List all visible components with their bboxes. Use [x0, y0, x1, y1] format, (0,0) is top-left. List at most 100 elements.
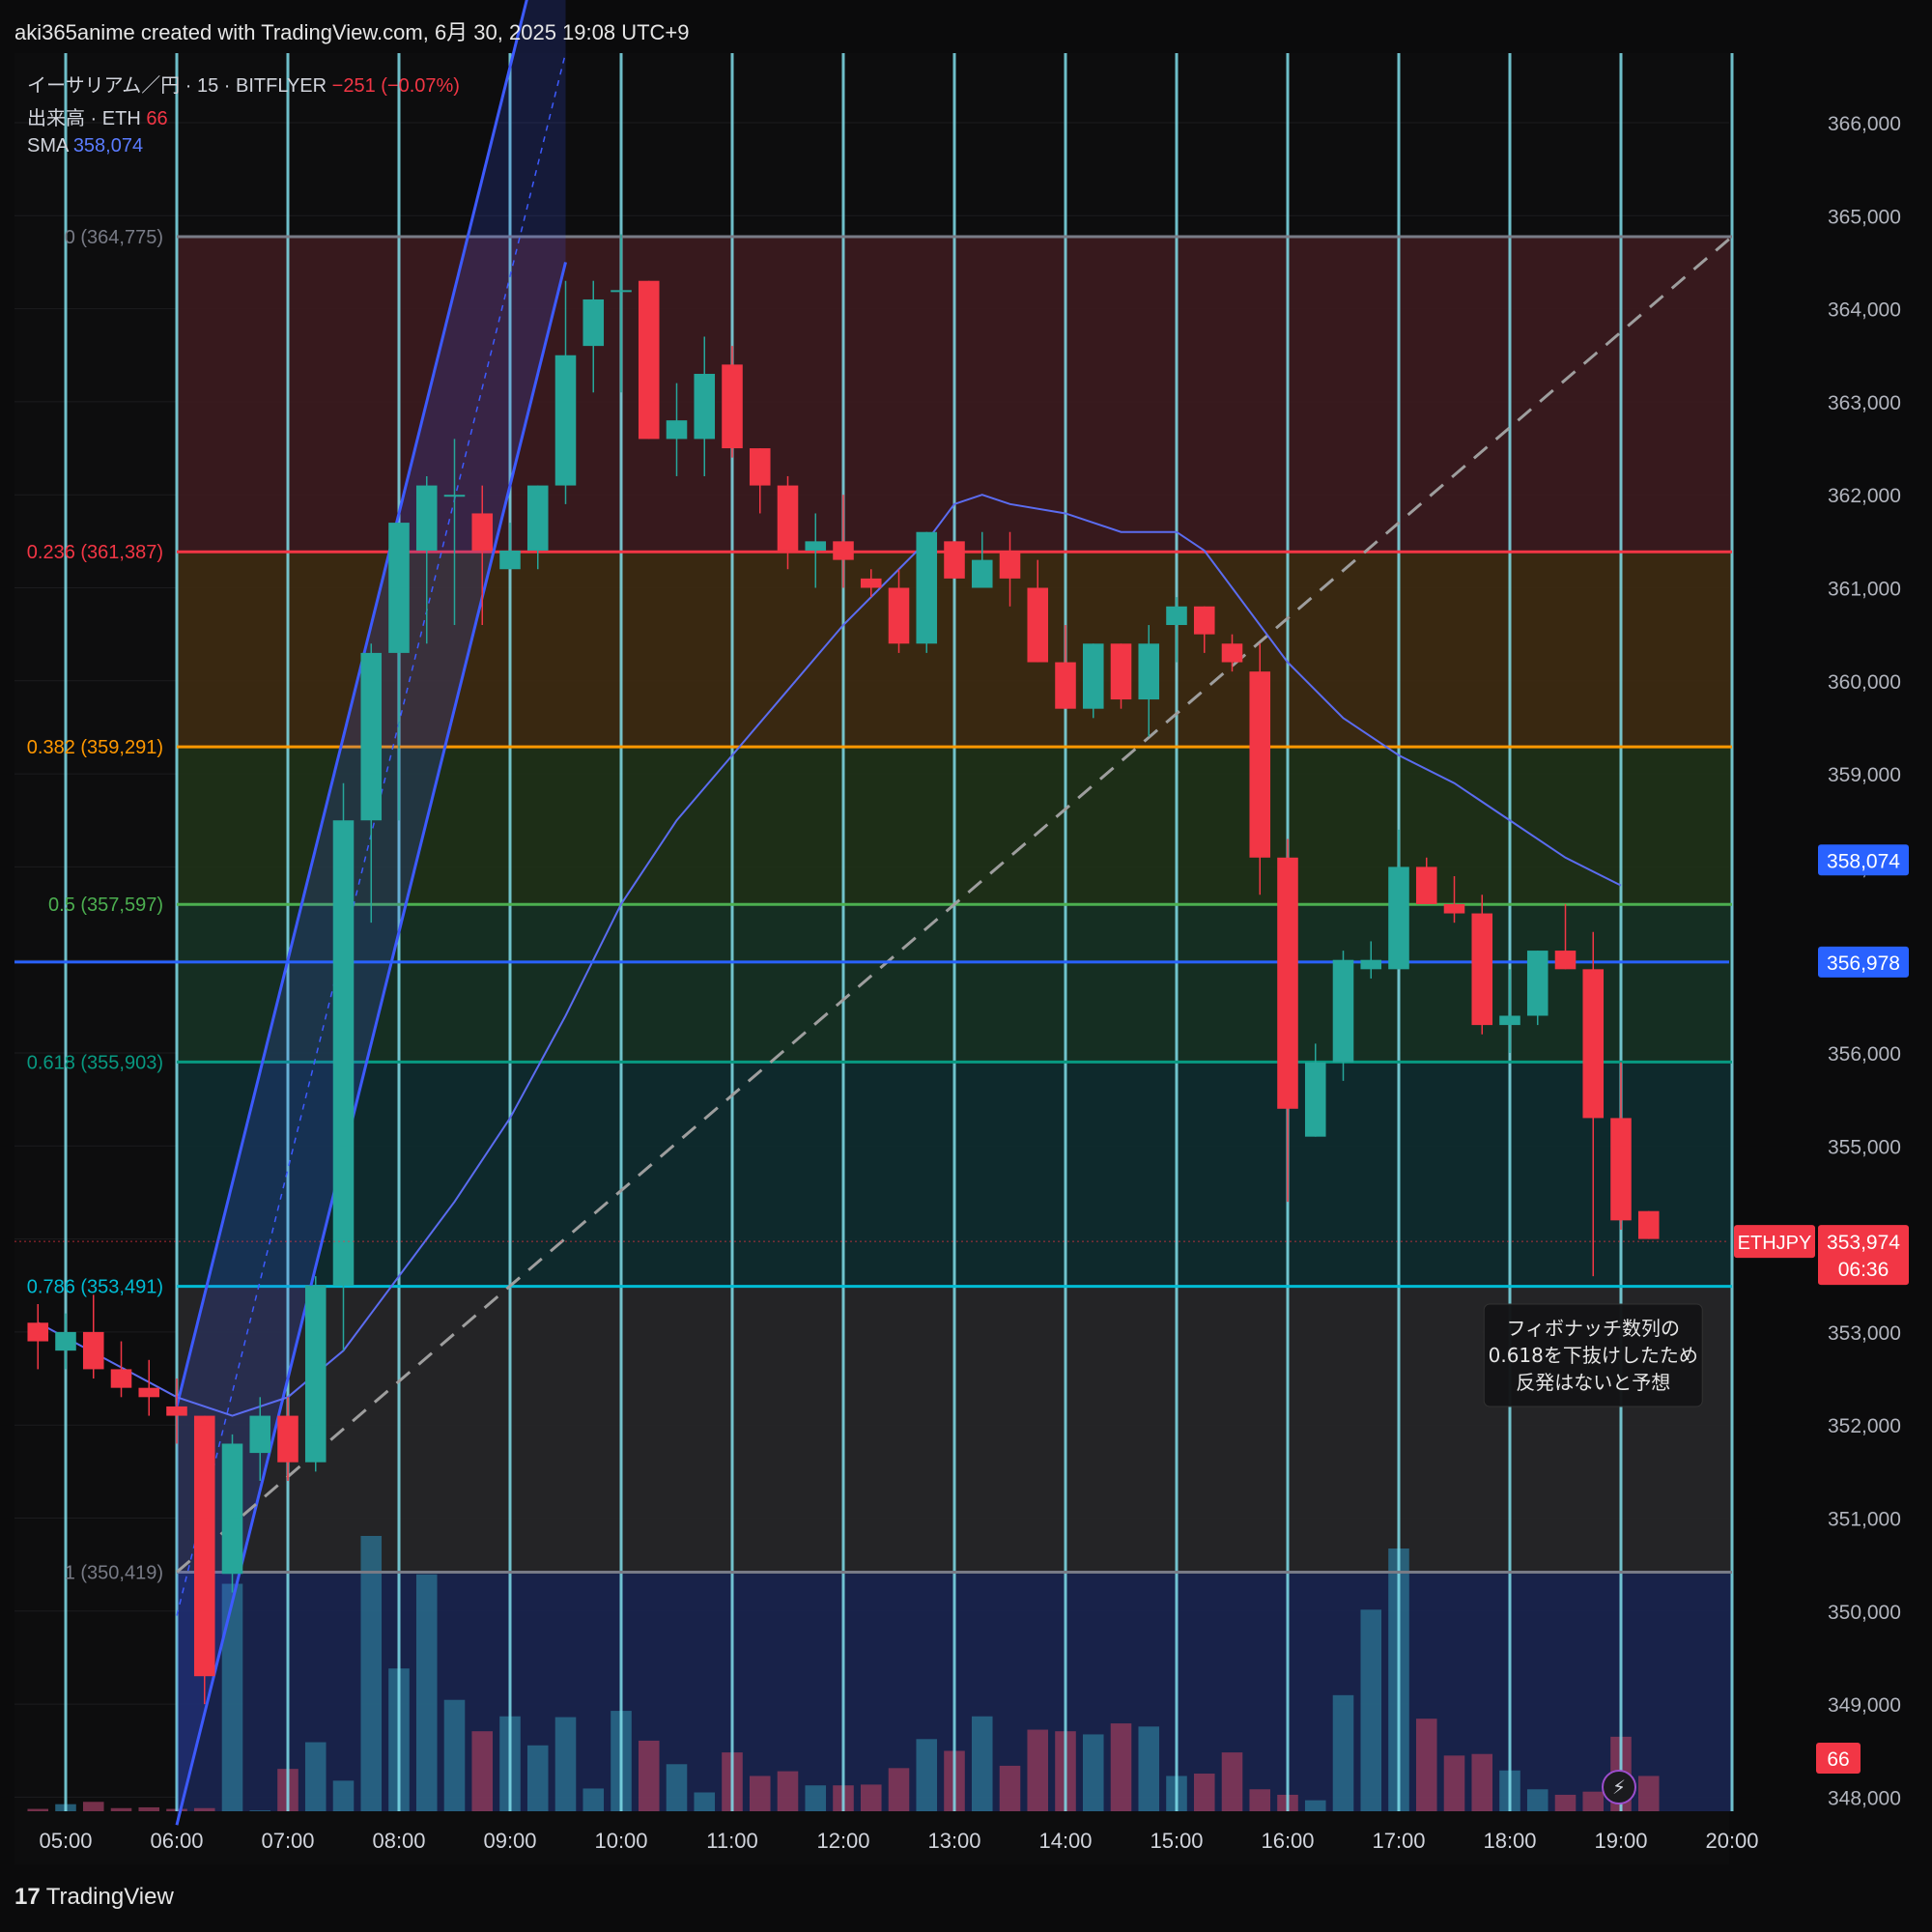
- candle-body: [1138, 643, 1160, 700]
- fib-label-0.618: 0.618 (355,903): [27, 1052, 163, 1073]
- legend-volume-row[interactable]: 出来高 · ETH 66: [27, 102, 168, 130]
- candle-body: [1415, 867, 1437, 904]
- candle-body: [888, 587, 910, 644]
- annotation-line: 0.618を下抜けしたため: [1489, 1344, 1698, 1367]
- candle-body: [1110, 643, 1132, 700]
- volume-bar: [860, 1784, 882, 1811]
- volume-bars: [27, 1536, 1660, 1811]
- candle-body: [694, 374, 716, 440]
- volume-bar: [415, 1574, 438, 1811]
- candle-body: [1027, 587, 1049, 663]
- candle-body: [499, 550, 521, 570]
- tradingview-brand[interactable]: 17 TradingView: [14, 1884, 174, 1911]
- price-tick-label: 366,000: [1828, 113, 1901, 135]
- volume-bar: [332, 1780, 355, 1811]
- annotation-line: 反発はないと予想: [1516, 1371, 1670, 1394]
- trend-line[interactable]: [176, 235, 1733, 1574]
- alert-circle: [1602, 1770, 1636, 1804]
- candle-body: [138, 1387, 160, 1398]
- candle-body: [1526, 951, 1548, 1016]
- candle-body: [749, 448, 771, 486]
- time-tick-label: 09:00: [483, 1829, 536, 1853]
- candle-body: [666, 420, 688, 440]
- volume-bar: [554, 1717, 577, 1811]
- candle-body: [916, 531, 938, 644]
- hline-price-label: 356,978: [1827, 952, 1900, 975]
- price-tick-label: 349,000: [1828, 1694, 1901, 1717]
- time-tick-label: 07:00: [261, 1829, 314, 1853]
- volume-price-bg: [1816, 1743, 1861, 1774]
- volume-bar: [1027, 1729, 1049, 1811]
- candle-body: [1443, 903, 1465, 914]
- candle-body: [638, 280, 660, 440]
- fib-label-0.236: 0.236 (361,387): [27, 542, 163, 563]
- candle-body: [166, 1406, 187, 1416]
- volume-bar: [1360, 1609, 1382, 1811]
- volume-bar: [805, 1785, 827, 1811]
- candle-body: [833, 541, 854, 560]
- candle-body: [860, 578, 882, 588]
- sma-price-label-bg: [1818, 844, 1909, 876]
- price-tick-label: 355,000: [1828, 1136, 1901, 1158]
- volume-bar: [694, 1792, 716, 1811]
- volume-bar: [1193, 1774, 1215, 1811]
- candle-body: [1499, 1015, 1520, 1026]
- candle-body: [582, 298, 605, 347]
- candle-body: [1166, 606, 1187, 626]
- fib-label-0.5: 0.5 (357,597): [48, 895, 163, 916]
- candle-body: [611, 290, 632, 293]
- time-tick-label: 16:00: [1261, 1829, 1314, 1853]
- legend-sma-value: 358,074: [72, 135, 144, 156]
- candle-body: [193, 1415, 215, 1677]
- hline-price-label-bg: [1818, 946, 1909, 978]
- volume-bar: [1138, 1726, 1160, 1811]
- alert-marker[interactable]: ⚡: [1602, 1770, 1636, 1804]
- volume-bar: [1637, 1776, 1660, 1811]
- current-price-label: 353,974: [1827, 1232, 1900, 1254]
- volume-bar: [82, 1802, 104, 1811]
- time-tick-label: 15:00: [1150, 1829, 1203, 1853]
- volume-bar: [971, 1716, 993, 1811]
- tradingview-brand-name: TradingView: [45, 1884, 174, 1910]
- candle-body: [1332, 959, 1354, 1063]
- annotation-box: [1483, 1303, 1703, 1407]
- volume-bar: [1304, 1800, 1326, 1811]
- volume-bar: [360, 1536, 383, 1811]
- legend-sma-label: SMA: [27, 135, 69, 156]
- candle-body: [1388, 867, 1409, 970]
- volume-bar: [249, 1810, 271, 1811]
- candle-body: [27, 1322, 49, 1342]
- sma-price-label: 358,074: [1827, 850, 1900, 872]
- candle-body: [944, 541, 965, 579]
- volume-bar: [582, 1788, 605, 1811]
- time-tick-label: 10:00: [594, 1829, 647, 1853]
- candle-body: [1471, 913, 1493, 1026]
- time-axis[interactable]: 05:00 06:00 07:00 08:00 09:00 10:00 11:00 12:00…: [39, 1829, 1758, 1853]
- time-tick-label: 20:00: [1705, 1829, 1758, 1853]
- volume-bar: [1249, 1789, 1271, 1811]
- time-tick-label: 08:00: [372, 1829, 425, 1853]
- legend-volume-label: 出来高 · ETH: [27, 108, 141, 129]
- candle-body: [805, 541, 827, 551]
- time-tick-label: 05:00: [39, 1829, 92, 1853]
- volume-bar: [1332, 1694, 1354, 1811]
- volume-bar: [27, 1808, 49, 1811]
- legend-symbol: イーサリアム／円 · 15 · BITFLYER: [27, 75, 327, 97]
- volume-bar: [1582, 1791, 1605, 1811]
- time-tick-label: 17:00: [1372, 1829, 1425, 1853]
- candle-body: [554, 355, 577, 486]
- price-labels: 358,074 356,978 ETHJPY 353,974 06:36 66: [1734, 844, 1909, 1774]
- channel-upper: [175, 0, 528, 1407]
- legend-sma-row[interactable]: SMA 358,074: [27, 135, 143, 157]
- legend-change: −251 (−0.07%): [331, 75, 460, 97]
- price-tick-label: 350,000: [1828, 1602, 1901, 1624]
- volume-bar: [1110, 1723, 1132, 1811]
- candle-body: [332, 820, 355, 1286]
- candle-body: [221, 1443, 243, 1575]
- time-tick-label: 18:00: [1483, 1829, 1536, 1853]
- symbol-tag: ETHJPY: [1738, 1233, 1812, 1254]
- legend-symbol-row[interactable]: イーサリアム／円 · 15 · BITFLYER −251 (−0.07%): [27, 70, 460, 98]
- price-tick-label: 351,000: [1828, 1509, 1901, 1531]
